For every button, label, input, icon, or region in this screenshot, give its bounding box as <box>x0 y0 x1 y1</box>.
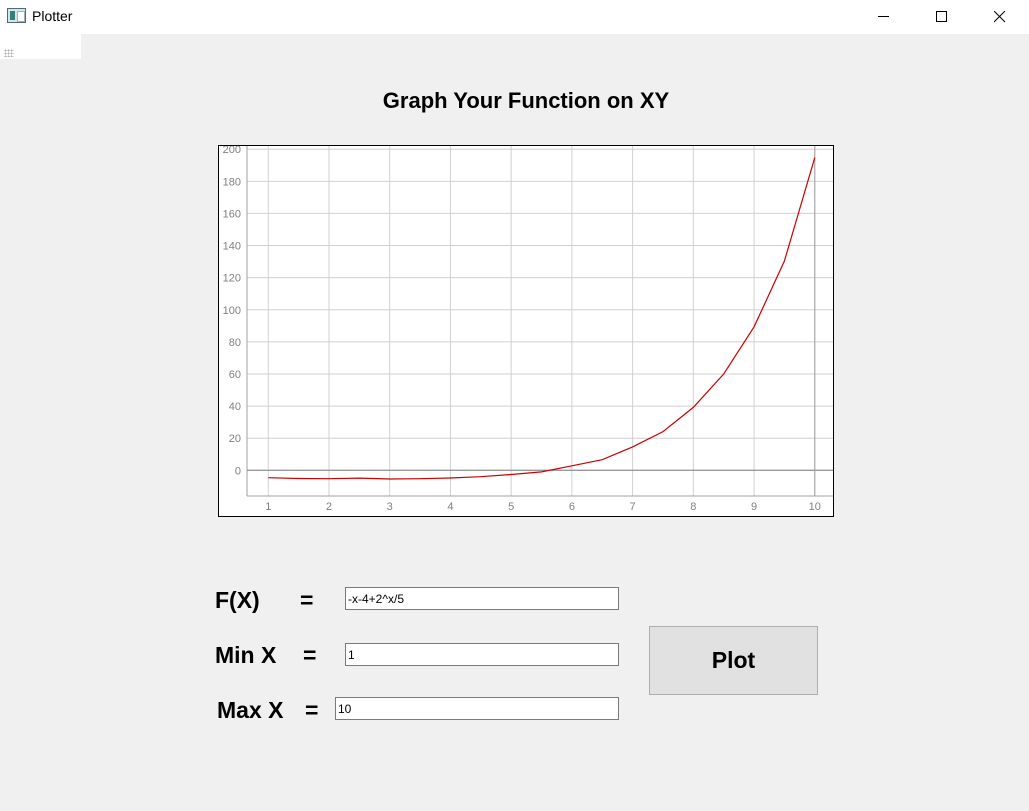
page-title: Graph Your Function on XY <box>382 88 670 113</box>
maxx-equals: = <box>305 697 319 723</box>
close-icon <box>994 11 1006 23</box>
title-bar: Plotter <box>0 0 1029 34</box>
y-tick-label-1: 20 <box>229 433 241 445</box>
max-x-input[interactable] <box>335 697 619 720</box>
y-tick-label-7: 140 <box>223 241 241 253</box>
minx-label: Min X <box>215 642 277 668</box>
x-tick-label-9: 10 <box>809 501 821 513</box>
x-tick-label-2: 3 <box>387 501 393 513</box>
app-icon <box>7 8 26 23</box>
y-tick-label-2: 40 <box>229 401 241 413</box>
min-x-input[interactable] <box>345 643 619 666</box>
x-tick-label-6: 7 <box>630 501 636 513</box>
close-button[interactable] <box>971 0 1029 34</box>
x-tick-label-5: 6 <box>569 501 575 513</box>
x-tick-label-8: 9 <box>751 501 757 513</box>
x-tick-label-7: 8 <box>690 501 696 513</box>
y-tick-label-8: 160 <box>223 208 241 220</box>
minx-equals: = <box>303 642 317 668</box>
x-tick-label-4: 5 <box>508 501 514 513</box>
window-title: Plotter <box>32 8 73 24</box>
y-tick-label-6: 120 <box>223 273 241 285</box>
y-tick-label-9: 180 <box>223 176 241 188</box>
y-tick-label-4: 80 <box>229 337 241 349</box>
minimize-icon <box>878 16 889 17</box>
x-tick-label-3: 4 <box>447 501 453 513</box>
function-input[interactable] <box>345 587 619 610</box>
plot-area: 0 20 40 60 80 100 120 140 160 180 200 1 2 3 4 5 6 7 8 9 10 <box>218 145 834 517</box>
fx-equals: = <box>300 587 314 613</box>
y-tick-label-5: 100 <box>223 305 241 317</box>
toolbar-grip-icon[interactable] <box>4 49 14 57</box>
x-tick-label-1: 2 <box>326 501 332 513</box>
minimize-button[interactable] <box>855 0 913 34</box>
maximize-icon <box>936 11 947 22</box>
series-line <box>268 157 816 480</box>
y-tick-label-10: 200 <box>223 146 241 156</box>
maxx-label: Max X <box>217 697 284 723</box>
fx-label: F(X) <box>215 587 260 613</box>
plot-button[interactable]: Plot <box>649 626 818 695</box>
y-tick-label-0: 0 <box>235 465 241 477</box>
menu-bar <box>0 34 81 59</box>
maximize-button[interactable] <box>913 0 971 34</box>
x-tick-label-0: 1 <box>265 501 271 513</box>
y-tick-label-3: 60 <box>229 369 241 381</box>
chart-canvas: 0 20 40 60 80 100 120 140 160 180 200 1 2 3 4 5 6 7 8 9 10 <box>223 146 833 513</box>
